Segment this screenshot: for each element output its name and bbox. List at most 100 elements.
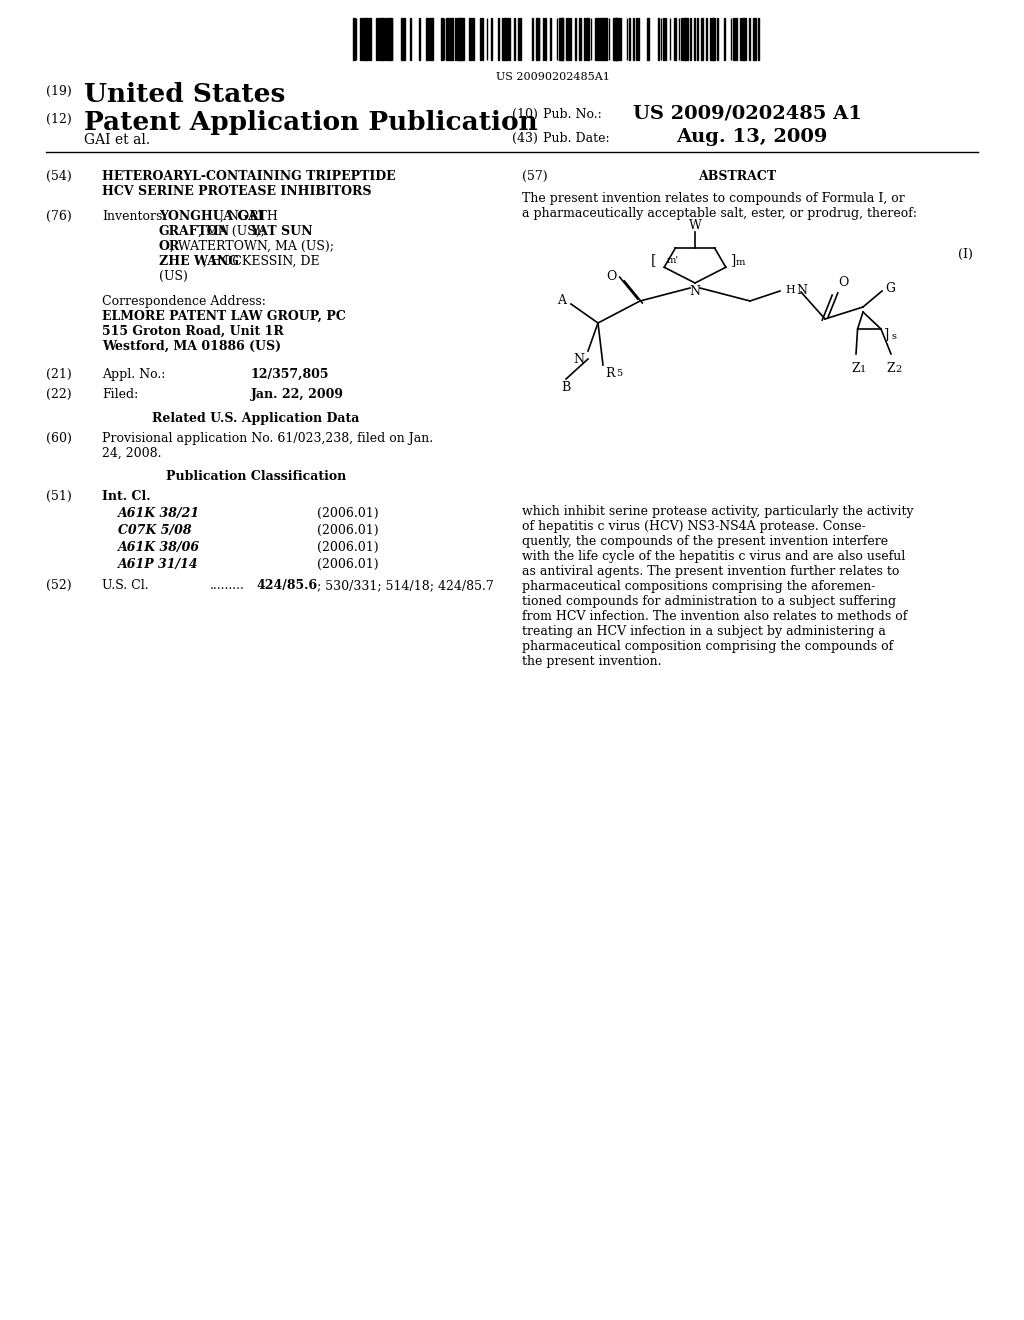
Text: Z: Z: [851, 362, 859, 375]
Text: United States: United States: [84, 82, 286, 107]
Text: ]: ]: [731, 253, 736, 267]
Text: Publication Classification: Publication Classification: [166, 470, 346, 483]
Bar: [353, 18, 354, 59]
Text: with the life cycle of the hepatitis c virus and are also useful: with the life cycle of the hepatitis c v…: [522, 550, 905, 564]
Text: treating an HCV infection in a subject by administering a: treating an HCV infection in a subject b…: [522, 624, 886, 638]
Bar: [387, 18, 391, 59]
Text: H: H: [785, 285, 795, 294]
Text: N: N: [689, 285, 700, 298]
Text: of hepatitis c virus (HCV) NS3-NS4A protease. Conse-: of hepatitis c virus (HCV) NS3-NS4A prot…: [522, 520, 866, 533]
Text: Correspondence Address:: Correspondence Address:: [102, 294, 266, 308]
Bar: [636, 18, 637, 59]
Bar: [742, 18, 746, 59]
Bar: [701, 18, 702, 59]
Bar: [458, 18, 460, 59]
Text: Appl. No.:: Appl. No.:: [102, 368, 166, 381]
Text: as antiviral agents. The present invention further relates to: as antiviral agents. The present inventi…: [522, 565, 900, 578]
Text: (21): (21): [46, 368, 72, 381]
Text: pharmaceutical composition comprising the compounds of: pharmaceutical composition comprising th…: [522, 640, 894, 653]
Text: Z: Z: [886, 362, 895, 375]
Text: G: G: [885, 282, 895, 296]
Bar: [586, 18, 589, 59]
Text: (54): (54): [46, 170, 72, 183]
Text: Int. Cl.: Int. Cl.: [102, 490, 151, 503]
Text: 5: 5: [616, 370, 623, 378]
Text: Aug. 13, 2009: Aug. 13, 2009: [676, 128, 827, 147]
Text: ]: ]: [884, 327, 890, 341]
Text: (57): (57): [522, 170, 548, 183]
Bar: [383, 18, 384, 59]
Text: (2006.01): (2006.01): [317, 558, 379, 572]
Text: 2: 2: [895, 366, 901, 374]
Bar: [681, 18, 682, 59]
Text: (52): (52): [46, 579, 72, 591]
Text: (10): (10): [512, 108, 538, 121]
Text: 515 Groton Road, Unit 1R: 515 Groton Road, Unit 1R: [102, 325, 284, 338]
Bar: [469, 18, 471, 59]
Bar: [559, 18, 563, 59]
Bar: [754, 18, 757, 59]
Text: US 2009/0202485 A1: US 2009/0202485 A1: [633, 106, 862, 123]
Text: which inhibit serine protease activity, particularly the activity: which inhibit serine protease activity, …: [522, 506, 913, 517]
Bar: [565, 18, 567, 59]
Text: pharmaceutical compositions comprising the aforemen-: pharmaceutical compositions comprising t…: [522, 579, 876, 593]
Text: Pub. No.:: Pub. No.:: [543, 108, 601, 121]
Text: , MA (US);: , MA (US);: [198, 224, 268, 238]
Text: , WATERTOWN, MA (US);: , WATERTOWN, MA (US);: [170, 240, 334, 253]
Text: Provisional application No. 61/023,238, filed on Jan.: Provisional application No. 61/023,238, …: [102, 432, 433, 445]
Text: a pharmaceutically acceptable salt, ester, or prodrug, thereof:: a pharmaceutically acceptable salt, este…: [522, 207, 918, 220]
Text: U.S. Cl.: U.S. Cl.: [102, 579, 150, 591]
Bar: [613, 18, 617, 59]
Text: from HCV infection. The invention also relates to methods of: from HCV infection. The invention also r…: [522, 610, 907, 623]
Text: m': m': [667, 256, 678, 265]
Text: (22): (22): [46, 388, 72, 401]
Text: s: s: [891, 333, 896, 341]
Text: A61P 31/14: A61P 31/14: [118, 558, 199, 572]
Text: O: O: [838, 276, 848, 289]
Bar: [400, 18, 406, 59]
Text: W: W: [688, 219, 701, 232]
Text: 24, 2008.: 24, 2008.: [102, 447, 162, 459]
Bar: [503, 18, 507, 59]
Text: , HOCKESSIN, DE: , HOCKESSIN, DE: [204, 255, 319, 268]
Text: Related U.S. Application Data: Related U.S. Application Data: [153, 412, 359, 425]
Bar: [597, 18, 599, 59]
Bar: [690, 18, 691, 59]
Text: HETEROARYL-CONTAINING TRIPEPTIDE: HETEROARYL-CONTAINING TRIPEPTIDE: [102, 170, 396, 183]
Text: (12): (12): [46, 114, 72, 125]
Text: YONGHUA GAI: YONGHUA GAI: [159, 210, 263, 223]
Text: (US): (US): [159, 271, 187, 282]
Text: (76): (76): [46, 210, 72, 223]
Text: ABSTRACT: ABSTRACT: [698, 170, 776, 183]
Text: m: m: [736, 257, 745, 267]
Text: (2006.01): (2006.01): [317, 541, 379, 554]
Bar: [561, 18, 562, 59]
Text: 12/357,805: 12/357,805: [251, 368, 330, 381]
Text: Jan. 22, 2009: Jan. 22, 2009: [251, 388, 344, 401]
Bar: [617, 18, 620, 59]
Bar: [460, 18, 464, 59]
Text: (19): (19): [46, 84, 72, 98]
Text: (2006.01): (2006.01): [317, 507, 379, 520]
Text: .........: .........: [210, 579, 245, 591]
Bar: [674, 18, 676, 59]
Text: HCV SERINE PROTEASE INHIBITORS: HCV SERINE PROTEASE INHIBITORS: [102, 185, 372, 198]
Bar: [574, 18, 577, 59]
Bar: [430, 18, 433, 59]
Text: US 20090202485A1: US 20090202485A1: [496, 73, 610, 82]
Bar: [410, 18, 412, 59]
Text: GAI et al.: GAI et al.: [84, 133, 151, 147]
Text: (60): (60): [46, 432, 72, 445]
Text: B: B: [561, 381, 570, 393]
Bar: [537, 18, 540, 59]
Bar: [739, 18, 741, 59]
Text: (43): (43): [512, 132, 538, 145]
Bar: [663, 18, 665, 59]
Bar: [441, 18, 443, 59]
Text: 1: 1: [860, 366, 866, 374]
Text: N: N: [796, 284, 807, 297]
Text: The present invention relates to compounds of Formula I, or: The present invention relates to compoun…: [522, 191, 905, 205]
Bar: [615, 18, 616, 59]
Bar: [514, 18, 515, 59]
Text: (2006.01): (2006.01): [317, 524, 379, 537]
